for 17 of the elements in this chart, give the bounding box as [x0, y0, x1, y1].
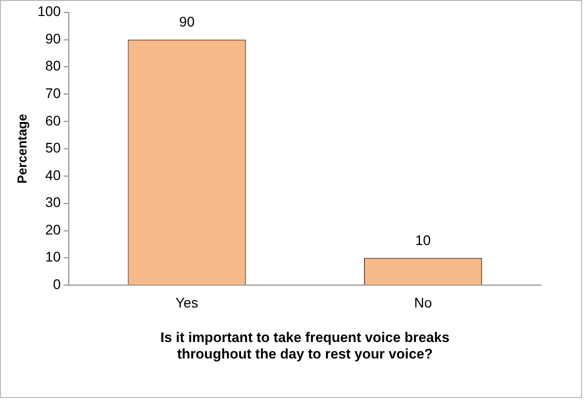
y-axis-title: Percentage	[14, 114, 30, 184]
data-label: 90	[179, 14, 195, 30]
y-tick-label: 40	[45, 166, 61, 183]
y-tick-label: 50	[45, 140, 61, 156]
x-axis-title: Is it important to take frequent voice breaks throughout the day to rest your voice?	[160, 328, 450, 362]
y-tick-label: 60	[45, 112, 61, 128]
data-label: 10	[415, 232, 432, 248]
x-tick-label: No	[414, 294, 432, 310]
y-tick-label: 70	[45, 85, 61, 102]
y-tick-label: 90	[45, 30, 61, 46]
y-tick-label: 0	[52, 276, 61, 292]
x-tick-label: Yes	[175, 294, 198, 310]
y-tick-label: 80	[45, 58, 61, 74]
y-tick-label: 100	[37, 3, 61, 20]
y-tick-label: 10	[45, 248, 61, 265]
y-tick-label: 20	[45, 221, 61, 238]
y-tick-label: 30	[45, 194, 61, 210]
